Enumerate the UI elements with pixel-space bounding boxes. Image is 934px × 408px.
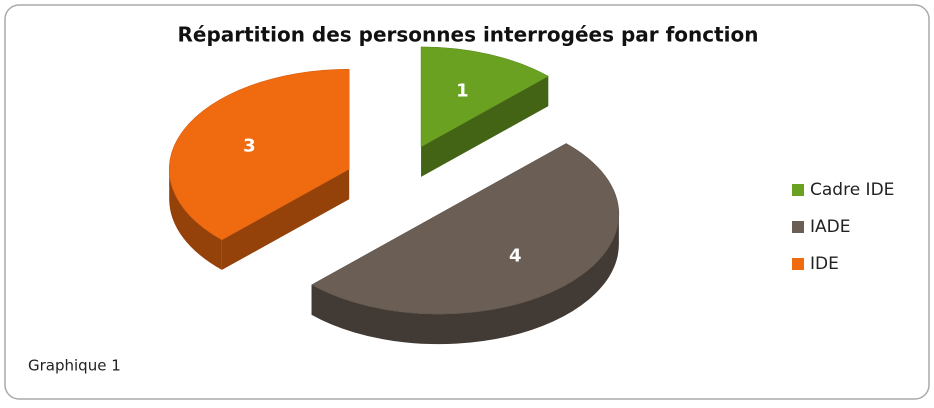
data-label: 1 bbox=[456, 80, 469, 101]
slice bbox=[420, 46, 549, 148]
legend-swatch bbox=[792, 184, 804, 196]
legend-label: Cadre IDE bbox=[810, 180, 894, 200]
legend-label: IADE bbox=[810, 217, 850, 237]
slice bbox=[168, 68, 350, 241]
legend-swatch bbox=[792, 221, 804, 233]
data-label: 4 bbox=[509, 246, 522, 267]
data-label: 3 bbox=[243, 135, 256, 156]
slice-side bbox=[311, 214, 619, 345]
slice bbox=[311, 143, 620, 315]
legend-label: IDE bbox=[810, 254, 839, 274]
caption: Graphique 1 bbox=[28, 357, 121, 375]
chart-title: Répartition des personnes interrogées pa… bbox=[177, 23, 758, 47]
slice-side bbox=[421, 76, 549, 177]
slice-side bbox=[221, 169, 350, 270]
slice-side bbox=[169, 169, 222, 270]
legend-swatch bbox=[792, 258, 804, 270]
